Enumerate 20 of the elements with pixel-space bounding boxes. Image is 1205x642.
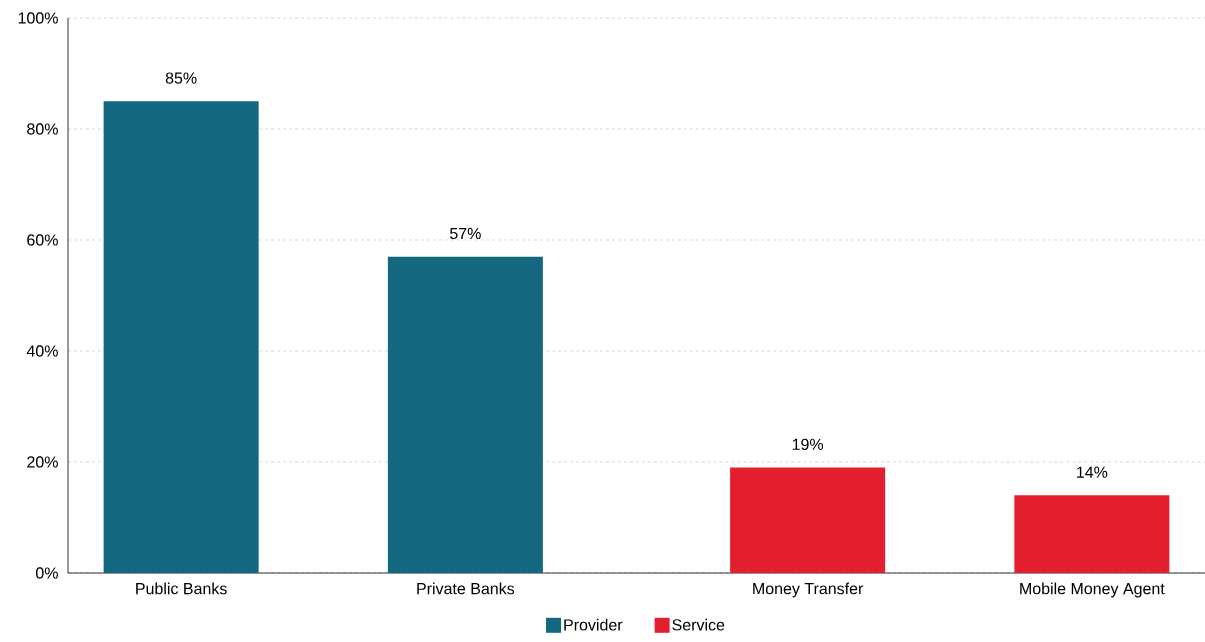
bar (387, 256, 543, 573)
legend-label: Service (672, 618, 725, 631)
data-label: 19% (792, 438, 824, 451)
x-tick-label: Mobile Money Agent (1020, 582, 1165, 598)
y-tick-label: 20% (27, 456, 58, 468)
y-tick-label: 0% (35, 567, 58, 579)
data-label: 57% (450, 227, 481, 240)
x-tick-label: Private Banks (417, 582, 515, 595)
x-tick-label: Money Transfer (753, 582, 864, 598)
bar (730, 467, 886, 573)
bar (103, 101, 259, 573)
data-label: 85% (165, 72, 197, 84)
y-tick-label: 40% (26, 345, 58, 357)
y-tick-label: 80% (27, 123, 58, 135)
x-tick-label: Public Banks (136, 582, 227, 595)
data-label: 14% (1077, 466, 1108, 478)
y-tick-label: 100% (18, 12, 58, 24)
y-tick-label: 60% (27, 234, 58, 246)
legend-label: Provider (564, 618, 623, 631)
bar (1014, 495, 1170, 573)
